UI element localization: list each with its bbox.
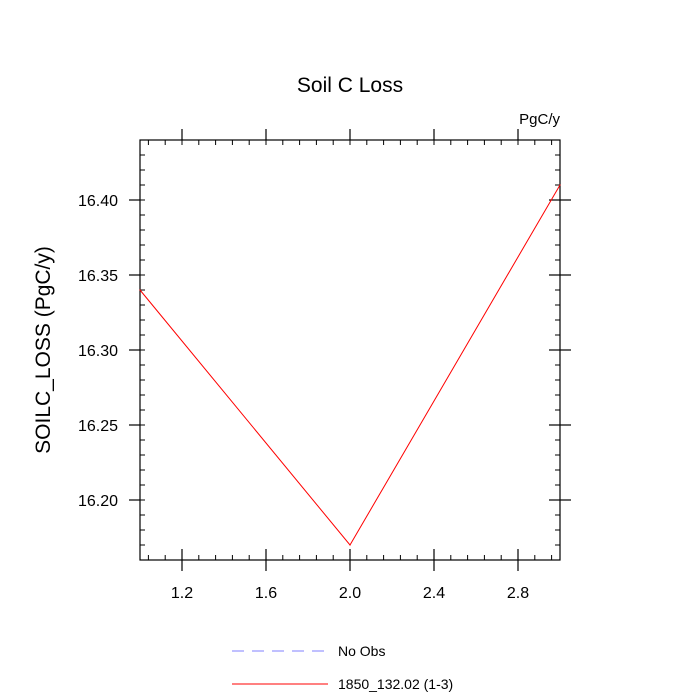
- data-point: [559, 184, 561, 186]
- x-tick-label: 1.6: [255, 585, 277, 602]
- y-tick-label: 16.25: [78, 418, 118, 435]
- plot-frame: [139, 139, 561, 561]
- series-layer: [139, 184, 561, 546]
- x-tick-label: 2.0: [339, 585, 361, 602]
- y-axis-label: SOILC_LOSS (PgC/y): [32, 246, 55, 454]
- units-label: PgC/y: [519, 111, 560, 128]
- x-tick-label: 1.2: [171, 585, 193, 602]
- y-axis: 16.20 16.25 16.30 16.35 16.40: [78, 193, 571, 510]
- minor-ticks: [140, 139, 560, 561]
- plot-area: 1.2 1.6 2.0 2.4 2.8 16.20 16.25 16.30 16.35 16.4…: [78, 129, 571, 602]
- x-tick-label: 2.4: [423, 585, 445, 602]
- data-point: [139, 289, 141, 291]
- legend-label: 1850_132.02 (1-3): [338, 676, 453, 692]
- x-tick-label: 2.8: [507, 585, 529, 602]
- y-tick-label: 16.40: [78, 193, 118, 210]
- y-tick-label: 16.20: [78, 493, 118, 510]
- y-tick-label: 16.35: [78, 268, 118, 285]
- legend-label: No Obs: [338, 643, 385, 659]
- series-line: [139, 184, 561, 546]
- chart-title: Soil C Loss: [297, 74, 403, 97]
- x-axis: 1.2 1.6 2.0 2.4 2.8: [171, 129, 529, 602]
- data-point: [349, 544, 351, 546]
- legend: No Obs 1850_132.02 (1-3): [232, 643, 453, 692]
- y-tick-label: 16.30: [78, 343, 118, 360]
